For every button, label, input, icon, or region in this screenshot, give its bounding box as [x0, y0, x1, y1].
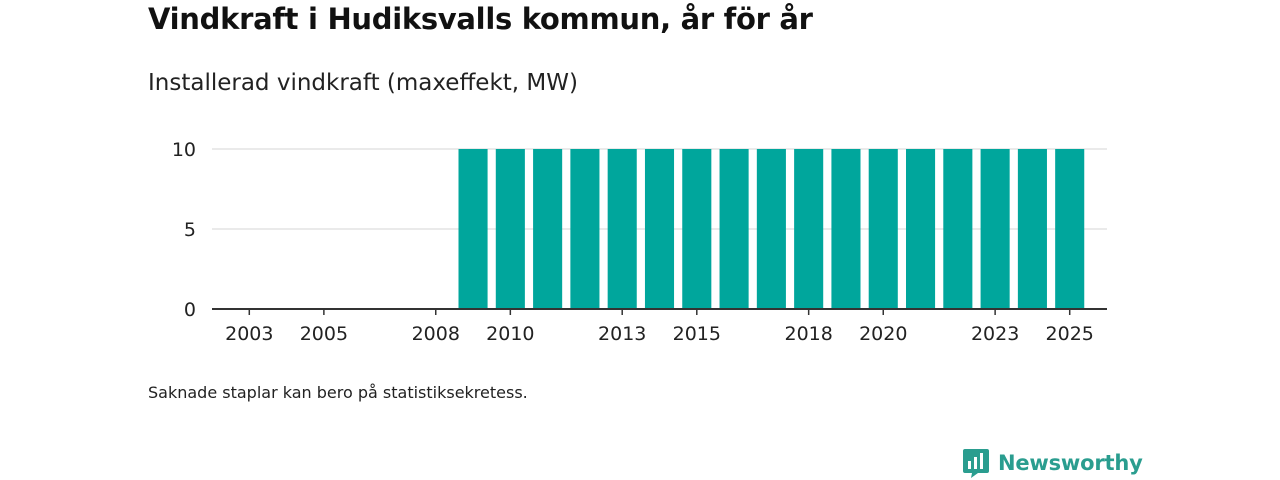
y-axis-ticks: 0 5 10 — [172, 139, 196, 321]
bar-2017 — [756, 149, 786, 309]
chart-subtitle: Installerad vindkraft (maxeffekt, MW) — [148, 70, 578, 96]
bar-2014 — [644, 149, 675, 309]
x-tick-label: 2005 — [300, 323, 348, 345]
newsworthy-brand[interactable]: Newsworthy — [962, 446, 1143, 480]
y-tick-label: 0 — [184, 299, 196, 321]
x-tick-label: 2003 — [225, 323, 273, 345]
bar-2023 — [980, 149, 1010, 309]
bar-2025 — [1055, 149, 1085, 309]
bar-2013 — [607, 149, 637, 309]
x-tick-label: 2008 — [412, 323, 460, 345]
bar-2011 — [533, 149, 563, 309]
brand-name: Newsworthy — [998, 451, 1143, 475]
newsworthy-logo-icon — [963, 449, 989, 478]
x-tick-label: 2025 — [1046, 323, 1094, 345]
bar-2020 — [868, 149, 898, 309]
x-tick-label: 2010 — [486, 323, 534, 345]
x-tick-label: 2015 — [673, 323, 721, 345]
chart-title: Vindkraft i Hudiksvalls kommun, år för å… — [148, 2, 813, 36]
x-tick-label: 2018 — [784, 323, 832, 345]
y-tick-label: 5 — [184, 219, 196, 241]
bar-2018 — [794, 149, 824, 309]
x-tick-label: 2020 — [859, 323, 907, 345]
bar-2009 — [458, 149, 488, 309]
bar-2022 — [943, 149, 973, 309]
footnote: Saknade staplar kan bero på statistiksek… — [148, 383, 528, 402]
x-axis-ticks: 2003 2005 2008 2010 2013 2015 2018 2020 2023 2025 — [225, 309, 1094, 345]
bar-2012 — [570, 149, 600, 309]
bar-2010 — [495, 149, 525, 309]
bar-2019 — [831, 149, 861, 309]
bars — [458, 149, 1085, 309]
bar-2024 — [1017, 149, 1047, 309]
x-tick-label: 2023 — [971, 323, 1019, 345]
bar-2015 — [682, 149, 712, 309]
x-tick-label: 2013 — [598, 323, 646, 345]
bar-2021 — [905, 149, 936, 309]
y-tick-label: 10 — [172, 139, 196, 161]
bar-2016 — [719, 149, 749, 309]
